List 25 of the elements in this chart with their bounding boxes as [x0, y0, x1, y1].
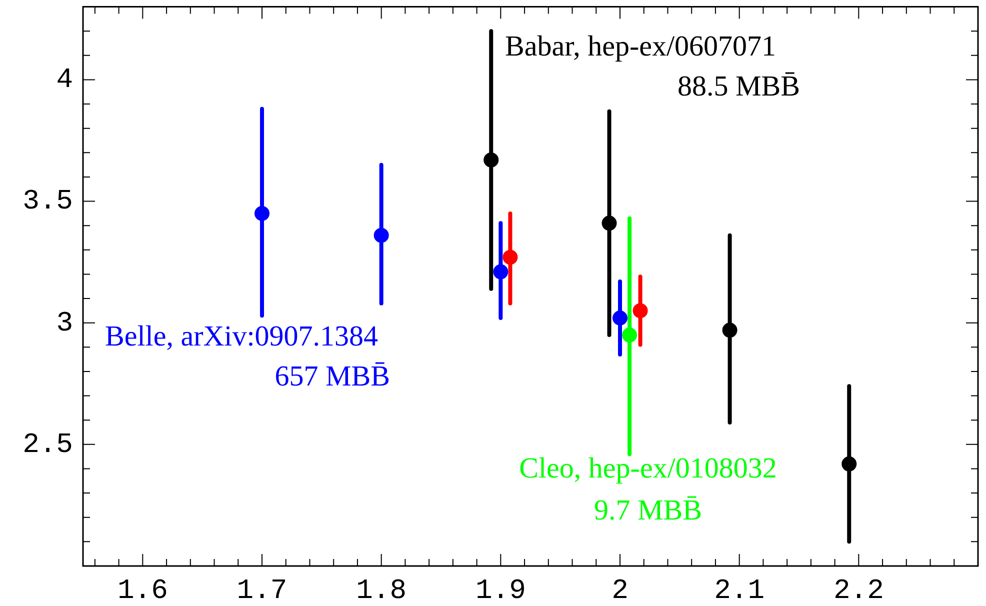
- y-tick-label: 4: [56, 65, 73, 96]
- point: [632, 303, 648, 318]
- x-tick-label: 2: [612, 576, 628, 606]
- text: Belle, arXiv:0907.1384 657 MBB̄: [105, 320, 390, 393]
- x-tick-label: 1.8: [356, 576, 407, 606]
- y-tick-label: 2.5: [22, 430, 73, 461]
- legend-label: Babar, hep-ex/0607071 88.5 MBB̄: [505, 30, 800, 103]
- point: [254, 206, 270, 221]
- point: [502, 250, 518, 265]
- y-tick-label: 3.5: [22, 186, 73, 218]
- x-tick-label: 1.9: [475, 576, 526, 606]
- x-tick-label: 2.1: [714, 576, 765, 606]
- text: Cleo, hep-ex/0108032 9.7 MBB̄: [519, 452, 777, 527]
- y-tick-label: 3: [56, 308, 73, 340]
- point: [612, 310, 628, 326]
- point: [622, 328, 638, 343]
- point: [602, 216, 617, 231]
- point: [493, 264, 508, 280]
- point: [374, 228, 389, 243]
- point: [484, 152, 499, 168]
- point: [722, 322, 738, 338]
- point: [842, 456, 857, 472]
- x-tick-label: 1.7: [236, 576, 288, 606]
- x-tick-label: 1.6: [117, 576, 168, 606]
- x-tick-label: 2.2: [833, 576, 884, 606]
